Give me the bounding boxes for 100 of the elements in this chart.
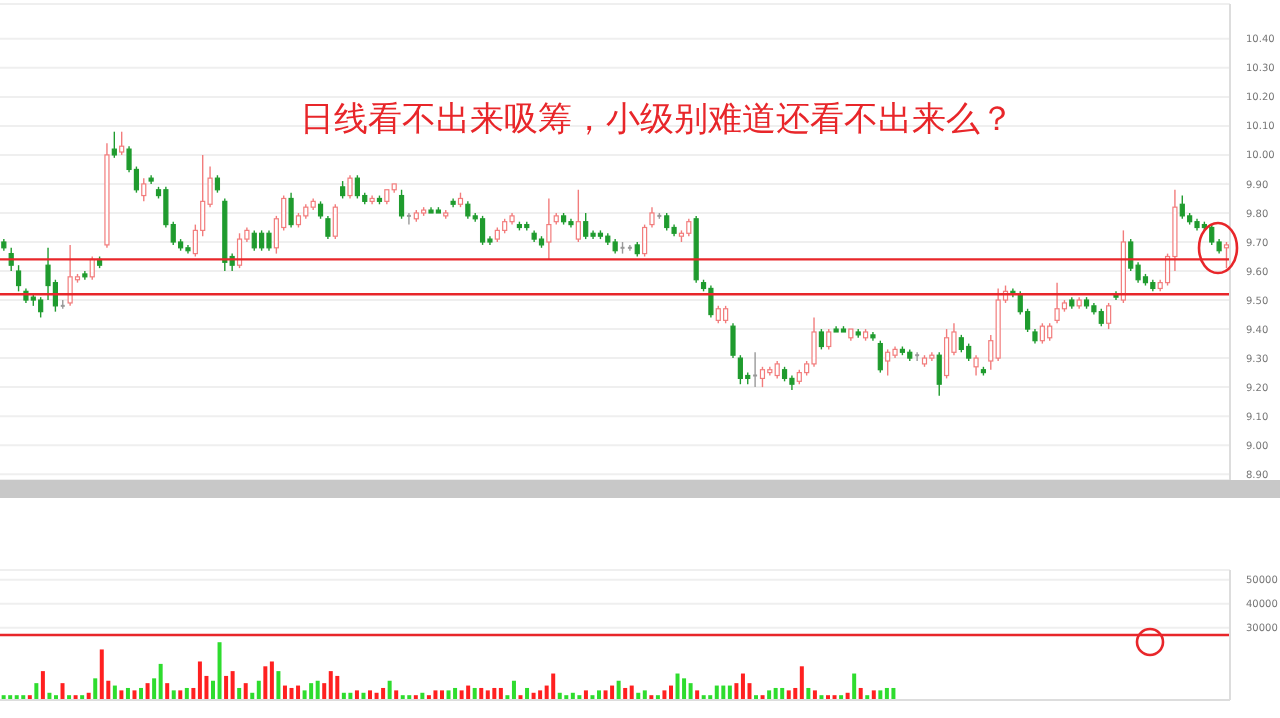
candlestick: [693, 215, 699, 284]
candlestick: [612, 238, 618, 255]
bar: [597, 690, 602, 700]
candlestick: [82, 270, 88, 281]
bar: [309, 683, 314, 700]
candlestick: [509, 212, 515, 226]
bar: [727, 685, 732, 700]
candlestick: [789, 374, 795, 391]
candlestick: [892, 345, 898, 359]
bar: [740, 673, 745, 700]
bar: [282, 685, 287, 700]
candlestick: [1032, 328, 1038, 345]
candlestick: [310, 197, 316, 211]
bar: [714, 685, 719, 700]
bar: [675, 673, 680, 700]
candlestick: [325, 215, 331, 240]
candlestick: [649, 206, 655, 229]
bar: [511, 680, 516, 700]
bar: [354, 690, 359, 700]
bar: [197, 661, 202, 700]
bar: [237, 687, 242, 700]
candlestick: [1069, 296, 1075, 310]
bar: [871, 690, 876, 700]
bar: [610, 685, 615, 700]
bar: [485, 690, 490, 700]
bar: [786, 690, 791, 700]
bar: [721, 685, 726, 700]
candlestick: [266, 229, 272, 252]
candlestick: [450, 197, 456, 208]
bar: [806, 687, 811, 700]
bar: [668, 685, 673, 700]
bar: [682, 678, 687, 700]
bar: [662, 690, 667, 700]
bar: [328, 671, 333, 700]
bar: [767, 690, 772, 700]
candlestick: [185, 244, 191, 255]
bar: [623, 687, 628, 700]
bar: [394, 690, 399, 700]
bar: [858, 687, 863, 700]
candlestick: [148, 174, 154, 185]
candlestick: [767, 366, 773, 377]
candlestick: [1091, 302, 1097, 316]
candlestick: [104, 142, 110, 249]
bar: [453, 687, 458, 700]
bar: [583, 690, 588, 700]
bar: [498, 687, 503, 700]
bar: [99, 649, 104, 700]
bar: [34, 683, 39, 700]
bar: [695, 690, 700, 700]
candlestick: [1194, 218, 1200, 232]
bar: [125, 687, 130, 700]
bar: [466, 685, 471, 700]
bar: [269, 661, 274, 700]
bar: [878, 690, 883, 700]
candlestick: [929, 351, 935, 362]
candlestick: [811, 316, 817, 368]
bar: [642, 690, 647, 700]
bar: [263, 666, 268, 700]
bar: [492, 687, 497, 700]
candlestick: [531, 229, 537, 243]
candlestick: [671, 223, 677, 237]
candlestick: [288, 191, 294, 229]
bar: [525, 687, 530, 700]
bar: [289, 687, 294, 700]
bar: [446, 690, 451, 700]
bar: [93, 678, 98, 700]
bar: [171, 690, 176, 700]
bar: [812, 690, 817, 700]
candlestick: [686, 218, 692, 237]
bar: [276, 671, 281, 700]
candlestick: [995, 287, 1001, 362]
bar: [551, 673, 556, 700]
candlestick: [45, 247, 51, 301]
candlestick: [708, 284, 714, 319]
bar: [184, 687, 189, 700]
candlestick: [465, 200, 471, 220]
text: 日线看不出来吸筹，小级别难道还看不出来么？: [300, 98, 1014, 142]
candlestick: [1054, 281, 1060, 324]
bar: [302, 690, 307, 700]
bar: [217, 642, 222, 700]
bar: [145, 683, 150, 700]
candlestick: [1, 238, 7, 252]
bar: [335, 675, 340, 700]
bar: [538, 690, 543, 700]
bar: [368, 690, 373, 700]
bar: [387, 680, 392, 700]
candlestick: [774, 360, 780, 380]
bar: [688, 683, 693, 700]
bar: [230, 671, 235, 700]
candlestick: [369, 194, 375, 205]
candlestick: [590, 229, 596, 240]
bar: [256, 680, 261, 700]
bar: [780, 687, 785, 700]
candlestick: [730, 322, 736, 359]
bar: [158, 663, 163, 700]
bar: [132, 690, 137, 700]
bar: [40, 671, 45, 700]
bar: [139, 687, 144, 700]
candlestick: [568, 218, 574, 229]
bar: [165, 683, 170, 700]
